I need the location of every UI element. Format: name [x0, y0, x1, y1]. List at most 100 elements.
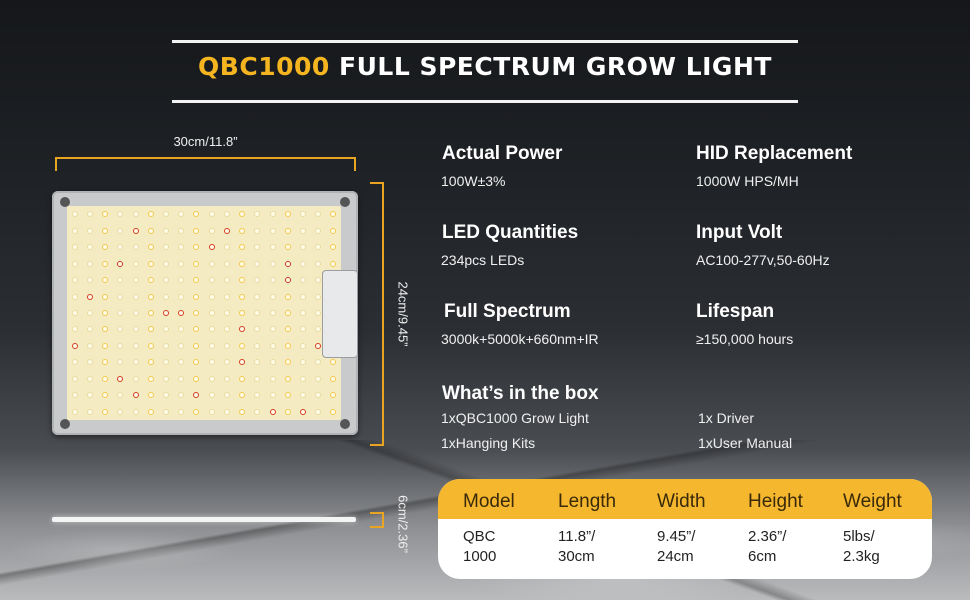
led-chip — [299, 293, 306, 300]
led-chip — [269, 260, 276, 267]
spec-heading-spectrum: Full Spectrum — [444, 301, 571, 322]
led-chip — [330, 392, 337, 399]
led-chip — [71, 211, 78, 218]
led-chip — [284, 227, 291, 234]
led-chip — [162, 277, 169, 284]
led-chip — [254, 342, 261, 349]
led-chip — [86, 310, 93, 316]
led-chip — [299, 277, 306, 284]
led-chip — [71, 326, 78, 333]
led-chip — [269, 310, 276, 316]
led-chip — [71, 244, 78, 251]
led-chip — [284, 342, 291, 349]
box-item: 1x Driver — [698, 410, 755, 426]
led-chip — [193, 326, 200, 333]
led-chip — [117, 227, 124, 234]
led-chip — [86, 375, 93, 382]
led-chip — [71, 359, 78, 366]
led-chip — [299, 310, 306, 316]
led-chip — [162, 244, 169, 251]
box-item: 1xQBC1000 Grow Light — [441, 410, 589, 426]
led-chip — [86, 342, 93, 349]
led-chip — [208, 211, 215, 218]
led-chip — [284, 293, 291, 300]
led-chip — [223, 375, 230, 382]
led-chip — [239, 244, 246, 251]
led-chip — [284, 375, 291, 382]
led-chip — [315, 342, 322, 349]
led-chip — [132, 392, 139, 399]
led-chip — [102, 244, 109, 251]
box-heading: What’s in the box — [442, 383, 599, 404]
led-chip — [284, 211, 291, 218]
led-chip — [178, 342, 185, 349]
spec-table: Model Length Width Height Weight QBC 100… — [438, 479, 932, 579]
led-chip — [193, 277, 200, 284]
led-chip — [71, 392, 78, 399]
led-chip — [254, 244, 261, 251]
led-chip — [299, 408, 306, 415]
led-chip — [162, 227, 169, 234]
led-chip — [254, 260, 261, 267]
led-chip — [117, 408, 124, 415]
led-chip — [330, 260, 337, 267]
led-chip — [102, 408, 109, 415]
led-chip — [117, 310, 124, 316]
led-chip — [284, 277, 291, 284]
led-chip — [102, 326, 109, 333]
led-chip — [132, 408, 139, 415]
led-chip — [162, 375, 169, 382]
led-chip — [162, 342, 169, 349]
led-chip — [254, 227, 261, 234]
led-chip — [208, 375, 215, 382]
led-chip — [162, 408, 169, 415]
led-chip — [299, 326, 306, 333]
led-chip — [132, 310, 139, 316]
led-chip — [178, 211, 185, 218]
led-chip — [178, 359, 185, 366]
spec-value-volt: AC100-277v,50-60Hz — [696, 252, 830, 268]
led-chip — [315, 227, 322, 234]
led-chip — [223, 211, 230, 218]
spec-value-spectrum: 3000k+5000k+660nm+IR — [441, 331, 599, 347]
led-chip — [86, 277, 93, 284]
led-chip — [178, 277, 185, 284]
led-chip — [147, 408, 154, 415]
led-chip — [254, 392, 261, 399]
led-chip — [132, 326, 139, 333]
led-chip — [86, 227, 93, 234]
led-chip — [132, 293, 139, 300]
led-chip — [102, 211, 109, 218]
led-chip — [254, 375, 261, 382]
led-chip — [71, 227, 78, 234]
spec-heading-lifespan: Lifespan — [696, 301, 775, 322]
led-chip — [208, 227, 215, 234]
length-label: 24cm/9.45” — [395, 281, 411, 347]
led-chip — [269, 375, 276, 382]
led-chip — [132, 260, 139, 267]
box-item: 1xHanging Kits — [441, 435, 536, 451]
led-chip — [299, 375, 306, 382]
led-chip — [178, 408, 185, 415]
led-chip — [71, 375, 78, 382]
led-chip — [223, 293, 230, 300]
led-chip — [193, 260, 200, 267]
led-chip — [223, 227, 230, 234]
led-chip — [254, 310, 261, 316]
led-chip — [284, 244, 291, 251]
led-chip — [208, 244, 215, 251]
led-chip — [193, 227, 200, 234]
led-chip — [102, 342, 109, 349]
header-height: Height — [748, 491, 803, 512]
led-chip — [315, 293, 322, 300]
led-chip — [193, 293, 200, 300]
led-chip — [254, 408, 261, 415]
led-chip — [117, 260, 124, 267]
spec-heading-hid: HID Replacement — [696, 143, 853, 164]
spec-value-power: 100W±3% — [441, 173, 506, 189]
led-chip — [299, 260, 306, 267]
spec-value-hid: 1000W HPS/MH — [696, 173, 799, 189]
led-chip — [193, 392, 200, 399]
led-chip — [284, 408, 291, 415]
driver-bracket — [322, 270, 358, 358]
